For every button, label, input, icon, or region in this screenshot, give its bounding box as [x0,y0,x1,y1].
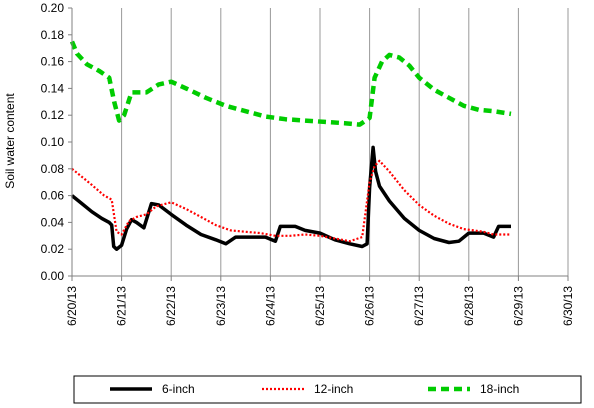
legend-label-18-inch: 18-inch [480,382,519,396]
legend: 6-inch 12-inch 18-inch [73,375,582,404]
y-tick-label: 0.20 [41,1,65,15]
x-tick-label: 6/20/13 [65,286,79,326]
y-tick-label: 0.10 [41,135,65,149]
x-tick-label: 6/29/13 [511,286,525,326]
y-tick-label: 0.12 [41,108,65,122]
series-line-12-inch [71,159,511,243]
axes-layer: 0.00 0.02 0.04 0.06 0.08 0.10 0.12 0.14 0.16 0.18… [41,1,575,326]
x-tick-label: 6/22/13 [164,286,178,326]
legend-label-6-inch: 6-inch [162,382,195,396]
y-tick-label: 0.00 [41,269,65,283]
series-line-18-inch [69,40,512,127]
legend-box [73,375,582,404]
y-tick-label: 0.18 [41,28,65,42]
x-tick-label: 6/21/13 [115,286,129,326]
x-tick-label: 6/30/13 [561,286,575,326]
y-axis-title: Soil water content [3,93,17,189]
x-tick-label: 6/28/13 [462,286,476,326]
x-tick-label: 6/23/13 [214,286,228,326]
y-tick-label: 0.16 [41,55,65,69]
y-tick-label: 0.06 [41,189,65,203]
x-tick-label: 6/24/13 [263,286,277,326]
y-tick-label: 0.14 [41,81,65,95]
y-tick-label: 0.04 [41,215,65,229]
legend-label-12-inch: 12-inch [314,382,353,396]
x-tick-label: 6/27/13 [412,286,426,326]
series-layer [69,40,512,251]
grid-layer [121,8,569,276]
y-tick-label: 0.08 [41,162,65,176]
y-tick-label: 0.02 [41,242,65,256]
x-tick-label: 6/26/13 [363,286,377,326]
series-line-6-inch [70,145,511,251]
x-tick-label: 6/25/13 [313,286,327,326]
